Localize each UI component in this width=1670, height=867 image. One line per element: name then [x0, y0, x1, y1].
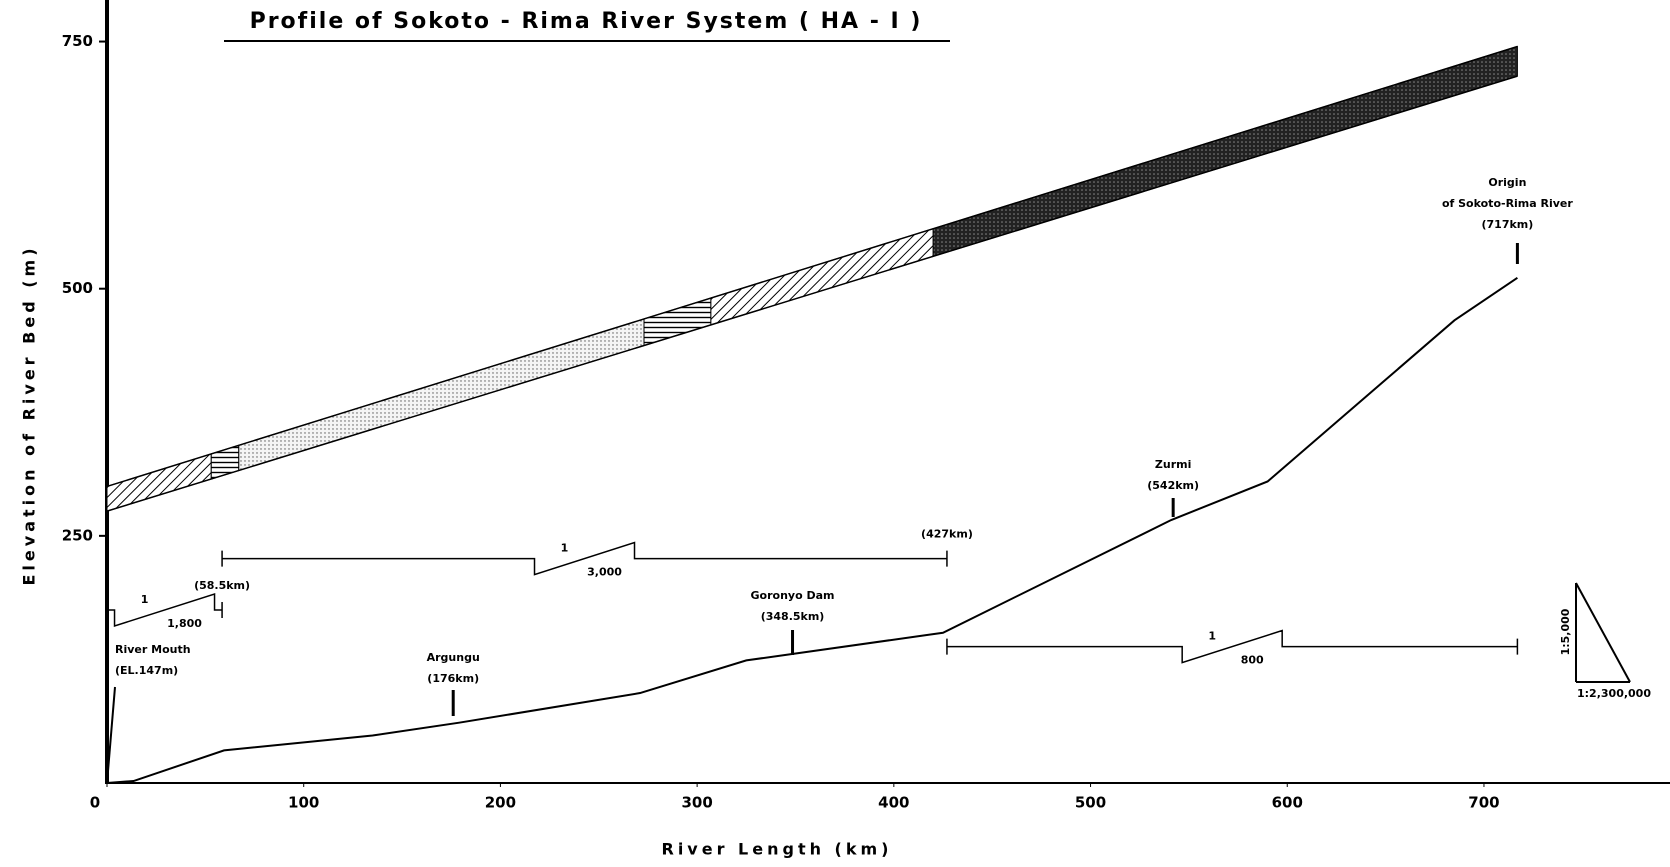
annotation-label: Goronyo Dam: [751, 589, 835, 602]
y-tick-label: 750: [62, 32, 93, 50]
annotation-label: (542km): [1147, 479, 1199, 492]
annotation-label: Origin: [1488, 176, 1526, 189]
scale-ratio-bottom: 3,000: [587, 566, 622, 579]
annotation-label: (717km): [1482, 218, 1534, 231]
x-tick-label: 100: [288, 794, 319, 812]
annotation-label: River Mouth: [115, 643, 191, 656]
scale-ratio-bottom: 1,800: [167, 617, 202, 630]
vertical-scale: 1:5,000: [1559, 608, 1572, 655]
scale-end-label: (427km): [921, 528, 973, 541]
band-segment: [710, 228, 934, 326]
scale-ratio-top: 1: [1208, 630, 1216, 643]
x-tick-label: 300: [681, 794, 712, 812]
x-axis-title: River Length (km): [662, 840, 893, 859]
x-tick-label: 0: [90, 794, 100, 812]
profile-line: [106, 276, 1518, 784]
annotation-label: Zurmi: [1155, 458, 1191, 471]
x-tick-label: 500: [1075, 794, 1106, 812]
chart-title: Profile of Sokoto - Rima River System ( …: [250, 9, 923, 34]
y-tick-label: 500: [62, 279, 93, 297]
x-tick-label: 400: [878, 794, 909, 812]
river-mouth-leader: [106, 686, 116, 784]
band-segment: [106, 453, 212, 512]
band-segment: [238, 318, 645, 472]
scale-bracket: [106, 592, 223, 628]
annotation-label: of Sokoto-Rima River: [1442, 197, 1573, 210]
x-tick-label: 600: [1272, 794, 1303, 812]
annotation-label: (EL.147m): [115, 664, 178, 677]
annotation-label: Argungu: [427, 651, 480, 664]
annotation-label: (348.5km): [761, 610, 825, 623]
scale-ratio-top: 1: [141, 593, 149, 606]
band-outline: [106, 45, 1518, 512]
scale-bracket: [221, 541, 948, 576]
x-tick-label: 700: [1468, 794, 1499, 812]
scale-ratio-bottom: 800: [1241, 654, 1264, 667]
annotation-label: (176km): [427, 672, 479, 685]
horizontal-scale: 1:2,300,000: [1577, 687, 1651, 700]
band-segment: [932, 45, 1518, 258]
band-segment: [643, 297, 712, 347]
scale-ratio-top: 1: [561, 542, 569, 555]
scale-triangle-hypotenuse: [1575, 582, 1631, 683]
y-axis-title: Elevation of River Bed (m): [20, 244, 39, 585]
x-tick-label: 200: [485, 794, 516, 812]
y-tick-label: 250: [62, 526, 93, 544]
scale-end-label: (58.5km): [194, 579, 250, 592]
scale-bracket: [946, 629, 1519, 664]
